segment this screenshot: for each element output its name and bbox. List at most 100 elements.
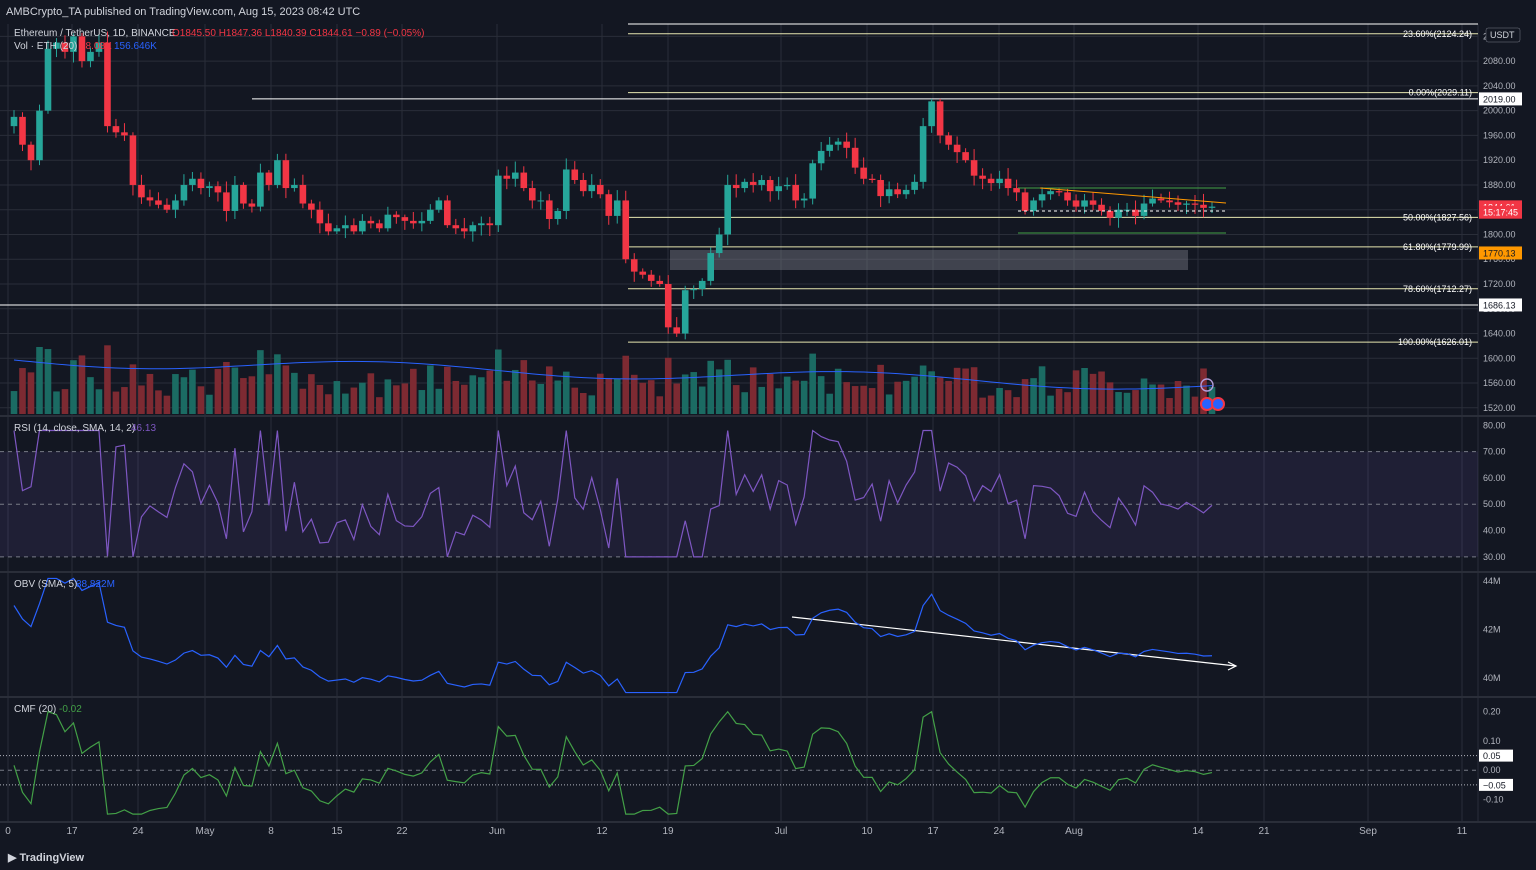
cmf-tag-text: −0.05 (1483, 780, 1506, 790)
lightning-icon[interactable] (1200, 378, 1214, 392)
volume-bar (333, 381, 341, 414)
candle-body (579, 180, 587, 192)
volume-bar (800, 380, 808, 414)
candle-body (435, 200, 443, 210)
candle-body (333, 228, 341, 232)
date-tick-label: 24 (132, 826, 144, 837)
candle-body (868, 178, 876, 180)
cmf-tag-box (1479, 778, 1513, 791)
volume-bar (775, 388, 782, 414)
us-flag-icon[interactable] (1211, 397, 1225, 411)
volume-bar (945, 380, 952, 414)
candle-body (1191, 203, 1199, 205)
volume-bar (461, 384, 468, 414)
tradingview-logo[interactable]: ▶ TradingView (8, 851, 84, 864)
volume-bar (197, 386, 205, 414)
currency-box (1485, 27, 1521, 43)
volume-bar (979, 397, 986, 414)
candle-body (1038, 194, 1046, 201)
volume-bar (1140, 378, 1148, 414)
candle-body (537, 200, 545, 202)
price-tag-box (1479, 92, 1522, 106)
candle-body (834, 141, 842, 145)
candle-body (1132, 209, 1139, 216)
candle-body (877, 180, 884, 197)
cmf-tick-label: -0.10 (1483, 795, 1504, 805)
candle-body (197, 178, 205, 189)
volume-bar (1166, 398, 1173, 414)
volume-bar (953, 367, 961, 414)
candle-body (647, 274, 655, 281)
candle-body (231, 184, 239, 211)
fibonacci-levels: 23.60%(2124.24) 0.00%(2029.11) 50.00%(1827… (0, 23, 1478, 347)
fib-label: 78.60%(1712.27) (1403, 284, 1472, 294)
volume-bar (860, 385, 867, 414)
volume-bar (826, 393, 833, 414)
candle-body (1072, 200, 1080, 207)
date-tick-label: 0 (5, 826, 11, 837)
volume-bar (664, 357, 672, 414)
candle-body (622, 200, 630, 260)
date-tick-label: 17 (927, 826, 939, 837)
date-tick-label: 11 (1457, 826, 1468, 837)
volume-bar (851, 386, 859, 414)
fib-label: 61.80%(1779.99) (1403, 242, 1472, 252)
volume-bar (163, 395, 171, 414)
volume-bar (104, 345, 111, 414)
volume-bar (902, 380, 910, 414)
volume-bar (868, 388, 876, 414)
volume-bar (146, 373, 154, 414)
price-tags: 2019.001844.6115:17:451770.131686.130.05… (1479, 92, 1522, 791)
volume-bar (53, 391, 60, 414)
pattern-drawings (791, 187, 1238, 671)
volume-bar (435, 388, 443, 414)
candle-body (461, 228, 468, 232)
volume-bar (70, 360, 77, 414)
candle-body (1030, 200, 1037, 211)
volume-bar (19, 368, 26, 414)
volume-bar (1081, 367, 1088, 414)
volume-bar (427, 365, 434, 414)
volume-bar (282, 365, 290, 414)
candle-body (146, 197, 154, 201)
volume-bar (214, 369, 222, 414)
candle-body (36, 110, 43, 161)
volume-bar (622, 355, 630, 414)
candle-body (1166, 200, 1173, 203)
date-tick-label: 17 (66, 826, 78, 837)
currency-text: USDT (1490, 30, 1515, 40)
candle-body (987, 178, 995, 184)
volume-bar (265, 374, 273, 414)
candle-body (393, 214, 400, 218)
candle-body (673, 327, 681, 334)
candle-body (707, 253, 715, 281)
event-icons[interactable] (1200, 378, 1225, 411)
price-tick-label: 1520.00 (1483, 403, 1516, 413)
candle-body (511, 172, 519, 179)
candle-body (681, 290, 689, 334)
indicator-lines (13, 429, 1213, 815)
candle-body (78, 36, 86, 62)
price-chart[interactable]: 23.60%(2124.24) 0.00%(2029.11) 50.00%(1827… (0, 0, 1536, 846)
legend: Ethereum / TetherUS, 1D, BINANCE O1845.5… (14, 28, 424, 715)
volume-bar (61, 389, 69, 414)
volume-bar (571, 387, 579, 414)
volume-bar (885, 394, 893, 414)
legend-cmf-label: CMF (20) (14, 704, 56, 715)
candle-body (545, 200, 553, 219)
currency-label: USDT (1485, 27, 1521, 43)
candle-body (571, 169, 579, 180)
volume-bar (376, 397, 383, 414)
candle-body (155, 200, 162, 205)
volume-bar (486, 370, 494, 414)
candle-body (613, 200, 621, 216)
volume-bar (469, 375, 477, 414)
volume-bar (715, 369, 723, 414)
candle-body (792, 184, 799, 201)
volume-bar (783, 376, 791, 414)
volume-bar (579, 393, 587, 414)
candle-body (520, 172, 528, 189)
volume-bar (970, 367, 978, 414)
candle-body (494, 175, 502, 226)
candle-body (783, 184, 791, 187)
